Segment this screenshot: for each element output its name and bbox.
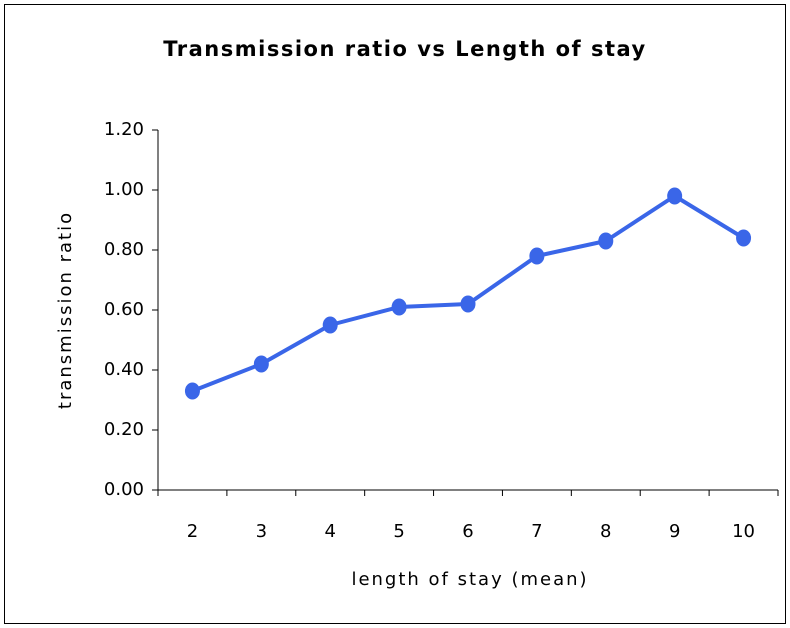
y-tick-label: 0.00 [104, 479, 144, 500]
x-tick-label: 9 [669, 521, 680, 542]
y-tick-label: 0.60 [104, 299, 144, 320]
point [598, 232, 614, 250]
chart-title: Transmission ratio vs Length of stay [163, 37, 647, 61]
point [667, 187, 683, 205]
y-tick-label: 0.40 [104, 359, 144, 380]
x-axis-label: length of stay (mean) [351, 569, 588, 590]
line [191, 194, 745, 393]
point [184, 382, 200, 400]
point [253, 355, 269, 373]
x-tick-label: 10 [732, 521, 755, 542]
x-tick-label: 6 [462, 521, 473, 542]
point [736, 229, 752, 247]
y-tick-label: 0.20 [104, 419, 144, 440]
x-tick-label: 3 [256, 521, 267, 542]
x-tick-label: 7 [531, 521, 542, 542]
chart-border [4, 4, 786, 624]
x-tick-label: 5 [393, 521, 404, 542]
point [529, 247, 545, 265]
y-tick-label: 1.00 [104, 179, 144, 200]
y-axis-label: transmission ratio [55, 211, 76, 409]
point [391, 298, 407, 316]
x-tick-label: 4 [324, 521, 335, 542]
y-tick-label: 1.20 [104, 119, 144, 140]
x-tick-label: 2 [187, 521, 198, 542]
y-tick-label: 0.80 [104, 239, 144, 260]
x-tick-label: 8 [600, 521, 611, 542]
point [322, 316, 338, 334]
point [460, 295, 476, 313]
